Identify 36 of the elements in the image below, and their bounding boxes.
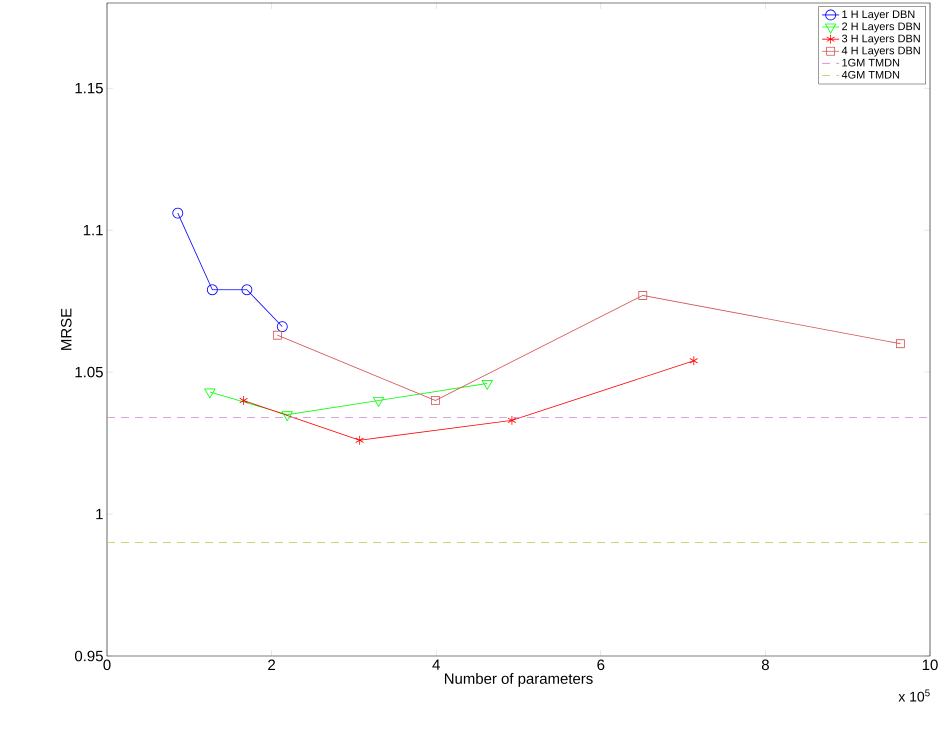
point (242, 284, 252, 296)
x-tick-label: 0 (103, 660, 111, 670)
legend-label: 4GM TMDN (842, 70, 900, 79)
y-tick-label: 1 (96, 508, 103, 520)
y-tick-label: 1.05 (76, 366, 103, 378)
y-tick-label: 1.1 (84, 224, 103, 236)
x-tick-label: 8 (762, 660, 769, 670)
point (638, 291, 648, 300)
x-axis-title: Number of parameters (444, 672, 593, 687)
y-axis-title: MRSE (60, 308, 72, 350)
point (690, 356, 698, 366)
legend-label: 1 H Layer DBN (842, 10, 914, 20)
point (373, 397, 384, 407)
point (482, 380, 493, 390)
point (430, 396, 440, 405)
legend-label: 2 H Layers DBN (842, 22, 920, 32)
point (282, 411, 293, 422)
point (272, 330, 282, 340)
y-tick-label: 0.95 (74, 650, 103, 662)
x-tick-label: 10 (922, 660, 938, 670)
point (508, 415, 516, 426)
legend-label: 1GM TMDN (842, 58, 900, 67)
x-tick-label: 6 (597, 660, 604, 670)
point (239, 396, 248, 406)
point (172, 208, 184, 218)
text: x 10$^{5}$ (898, 690, 930, 702)
legend-label: 4 H Layers DBN (842, 46, 920, 57)
point (204, 388, 216, 398)
x-tick-label: 2 (268, 660, 276, 670)
legend-label: 3 H Layers DBN (842, 34, 920, 45)
point (276, 321, 288, 332)
point (206, 284, 218, 296)
y-tick-label: 1.15 (76, 82, 103, 94)
x-tick-label: 4 (432, 660, 440, 670)
point (896, 339, 905, 348)
point (355, 435, 364, 446)
